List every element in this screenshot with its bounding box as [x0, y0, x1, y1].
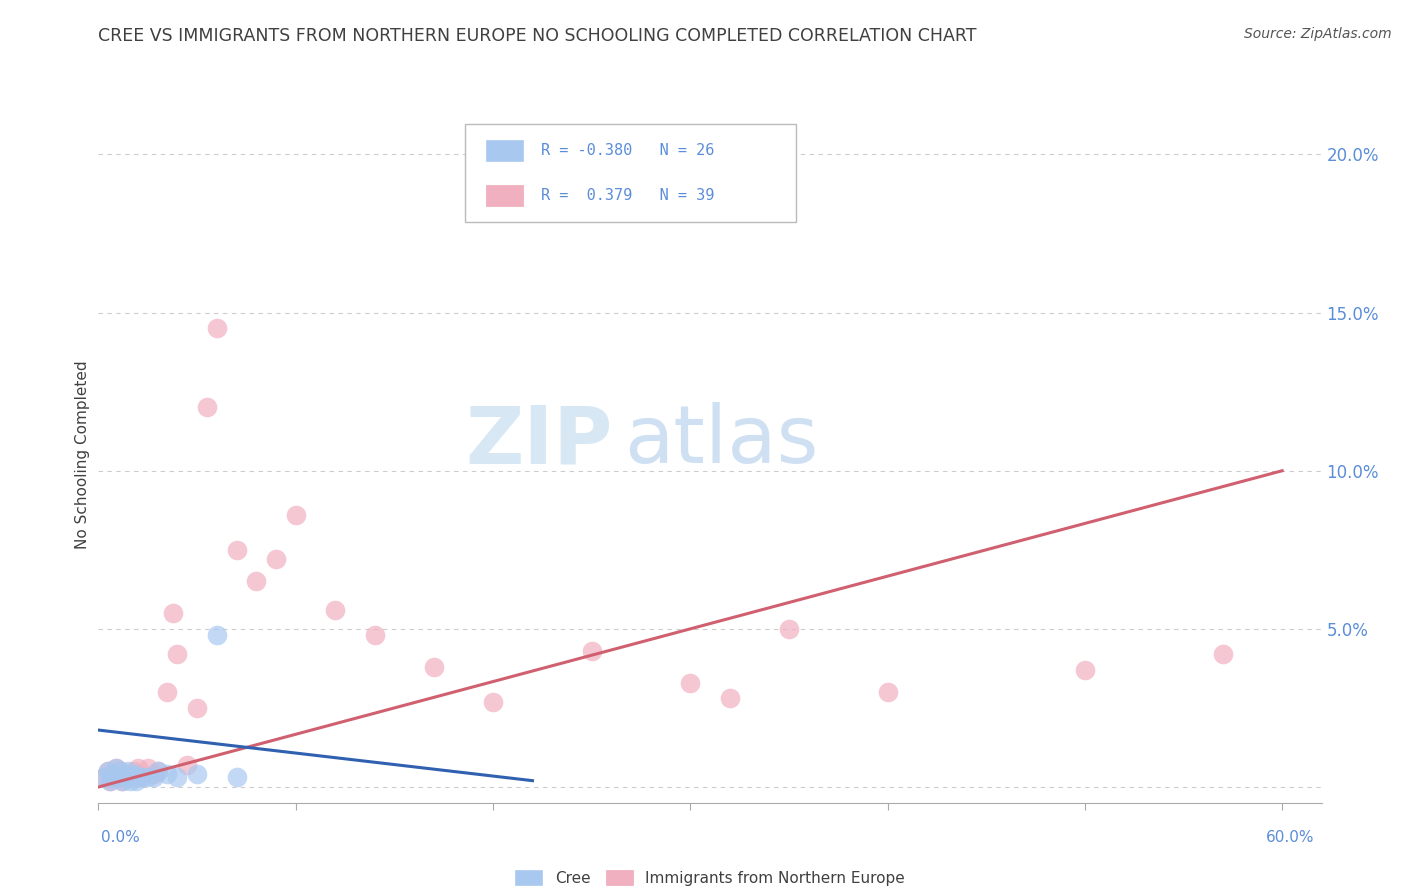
- Legend: Cree, Immigrants from Northern Europe: Cree, Immigrants from Northern Europe: [515, 870, 905, 886]
- Point: [105, 761, 128, 775]
- Point: [115, 767, 138, 781]
- Point: [225, 771, 247, 785]
- Point: [482, 695, 505, 709]
- Point: [136, 771, 159, 785]
- Point: [93, 771, 115, 785]
- Point: [679, 675, 702, 690]
- Point: [127, 761, 149, 775]
- Point: [98, 773, 121, 788]
- Text: CREE VS IMMIGRANTS FROM NORTHERN EUROPE NO SCHOOLING COMPLETED CORRELATION CHART: CREE VS IMMIGRANTS FROM NORTHERN EUROPE …: [98, 27, 977, 45]
- Point: [111, 773, 134, 788]
- Point: [146, 764, 169, 779]
- Text: atlas: atlas: [624, 402, 818, 480]
- Text: 60.0%: 60.0%: [1267, 830, 1315, 845]
- Point: [205, 628, 228, 642]
- Point: [112, 767, 135, 781]
- Point: [186, 767, 208, 781]
- Point: [718, 691, 741, 706]
- Point: [107, 771, 129, 785]
- Point: [156, 767, 179, 781]
- Point: [101, 767, 124, 781]
- Point: [876, 685, 898, 699]
- Point: [363, 628, 385, 642]
- Point: [1074, 663, 1097, 677]
- Point: [97, 764, 120, 779]
- Point: [101, 767, 124, 781]
- Point: [156, 685, 179, 699]
- Point: [162, 606, 184, 620]
- Point: [142, 767, 165, 781]
- Point: [205, 321, 228, 335]
- Point: [778, 622, 800, 636]
- Point: [581, 644, 603, 658]
- Point: [1212, 647, 1234, 661]
- Point: [121, 771, 143, 785]
- Point: [122, 767, 145, 781]
- Point: [107, 771, 129, 785]
- Point: [186, 701, 208, 715]
- Point: [225, 542, 247, 557]
- Point: [105, 761, 128, 775]
- Point: [111, 773, 134, 788]
- Point: [166, 647, 188, 661]
- Point: [127, 771, 149, 785]
- Point: [93, 771, 115, 785]
- Text: Source: ZipAtlas.com: Source: ZipAtlas.com: [1244, 27, 1392, 41]
- Point: [323, 603, 346, 617]
- Point: [131, 771, 153, 785]
- Point: [136, 761, 159, 775]
- Point: [195, 401, 218, 415]
- Point: [103, 771, 125, 785]
- Point: [131, 771, 153, 785]
- Point: [103, 771, 125, 785]
- Point: [245, 574, 267, 589]
- Point: [117, 764, 139, 779]
- Text: 0.0%: 0.0%: [101, 830, 141, 845]
- FancyBboxPatch shape: [465, 124, 796, 222]
- Point: [423, 660, 446, 674]
- Point: [125, 773, 148, 788]
- Point: [284, 508, 307, 522]
- Point: [176, 757, 198, 772]
- Point: [98, 773, 121, 788]
- Point: [166, 771, 188, 785]
- Point: [97, 764, 120, 779]
- Point: [264, 552, 287, 566]
- Point: [108, 764, 131, 779]
- Text: ZIP: ZIP: [465, 402, 612, 480]
- Point: [146, 764, 169, 779]
- Bar: [486, 140, 523, 161]
- Y-axis label: No Schooling Completed: No Schooling Completed: [75, 360, 90, 549]
- Point: [122, 764, 145, 779]
- Point: [142, 771, 165, 785]
- Text: R = -0.380   N = 26: R = -0.380 N = 26: [541, 143, 714, 158]
- Point: [115, 771, 138, 785]
- Bar: [486, 186, 523, 206]
- Point: [118, 773, 141, 788]
- Point: [108, 764, 131, 779]
- Text: R =  0.379   N = 39: R = 0.379 N = 39: [541, 188, 714, 203]
- Point: [118, 771, 141, 785]
